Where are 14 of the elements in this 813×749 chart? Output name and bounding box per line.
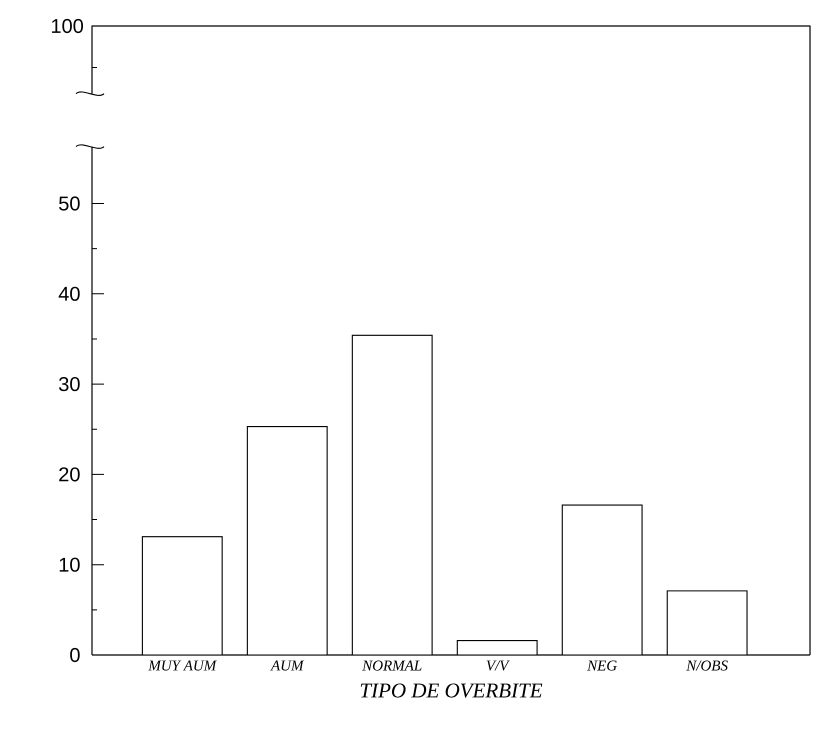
y-tick-label: 30 bbox=[59, 377, 80, 392]
text: 100 bbox=[52, 18, 84, 34]
x-tick-label: V/V bbox=[486, 660, 510, 671]
y-tick-label: 40 bbox=[58, 286, 80, 301]
x-tick-label: NEG bbox=[587, 660, 617, 671]
x-axis-title: TIPO DE OVERBITE bbox=[360, 683, 542, 698]
x-tick-label: MUY AUM bbox=[148, 660, 217, 671]
y-tick-label: 20 bbox=[59, 467, 80, 482]
y-tick-label: 10 bbox=[60, 558, 80, 572]
y-tick-label: 0 bbox=[70, 648, 80, 662]
x-tick-label: AUM bbox=[270, 660, 304, 671]
x-tick-label: NORMAL bbox=[362, 660, 422, 671]
x-tick-label: N/OBS bbox=[686, 660, 728, 671]
y-tick-label: 50 bbox=[59, 196, 80, 211]
